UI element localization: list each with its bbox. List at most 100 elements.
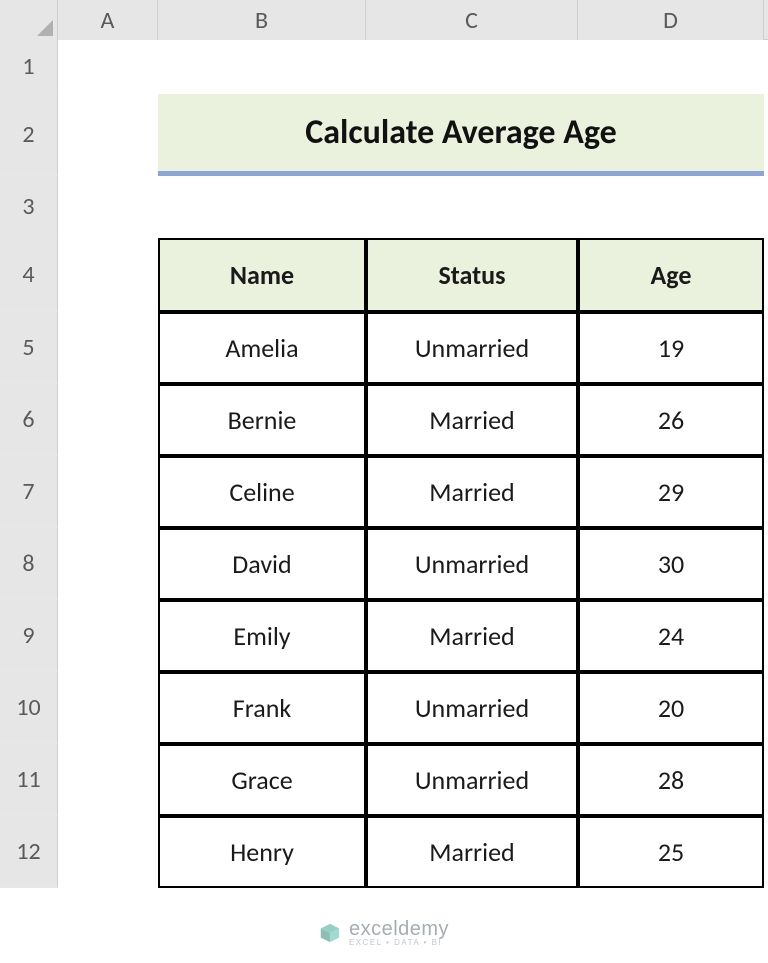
watermark-text: exceldemy EXCEL • DATA • BI bbox=[349, 919, 449, 947]
cell-A4[interactable] bbox=[58, 238, 158, 312]
table-header-age[interactable]: Age bbox=[578, 238, 764, 312]
cell-text: Married bbox=[429, 836, 514, 868]
table-cell-age[interactable]: 25 bbox=[578, 816, 764, 888]
cell-text: 19 bbox=[658, 332, 684, 364]
cell-text: Unmarried bbox=[415, 332, 529, 364]
row-5-cells: Amelia Unmarried 19 bbox=[58, 312, 768, 384]
cell-text: Unmarried bbox=[415, 764, 529, 796]
cell-A5[interactable] bbox=[58, 312, 158, 384]
row-head-11[interactable]: 11 bbox=[0, 744, 58, 816]
select-all-icon bbox=[37, 20, 53, 36]
cell-A9[interactable] bbox=[58, 600, 158, 672]
cell-A6[interactable] bbox=[58, 384, 158, 456]
table-cell-name[interactable]: Amelia bbox=[158, 312, 366, 384]
table-cell-age[interactable]: 20 bbox=[578, 672, 764, 744]
table-cell-status[interactable]: Unmarried bbox=[366, 528, 578, 600]
cell-A12[interactable] bbox=[58, 816, 158, 888]
row-head-3[interactable]: 3 bbox=[0, 176, 58, 238]
table-cell-name[interactable]: David bbox=[158, 528, 366, 600]
cell-text: Emily bbox=[233, 620, 290, 652]
row-head-8[interactable]: 8 bbox=[0, 528, 58, 600]
table-cell-status[interactable]: Married bbox=[366, 384, 578, 456]
table-cell-name[interactable]: Bernie bbox=[158, 384, 366, 456]
table-cell-status[interactable]: Married bbox=[366, 600, 578, 672]
table-cell-age[interactable]: 24 bbox=[578, 600, 764, 672]
cell-text: 24 bbox=[658, 620, 684, 652]
table-cell-name[interactable]: Celine bbox=[158, 456, 366, 528]
table-cell-status[interactable]: Married bbox=[366, 816, 578, 888]
row-4-cells: Name Status Age bbox=[58, 238, 768, 312]
row-headers: 123456789101112 bbox=[0, 40, 58, 888]
row-1-cells bbox=[58, 40, 768, 94]
table-cell-status[interactable]: Married bbox=[366, 456, 578, 528]
table-cell-name[interactable]: Grace bbox=[158, 744, 366, 816]
row-11-cells: Grace Unmarried 28 bbox=[58, 744, 768, 816]
spreadsheet: ABCD 123456789101112 Calculate Average A… bbox=[0, 0, 768, 963]
table-cell-age[interactable]: 29 bbox=[578, 456, 764, 528]
row-head-10[interactable]: 10 bbox=[0, 672, 58, 744]
table-cell-status[interactable]: Unmarried bbox=[366, 744, 578, 816]
title-text: Calculate Average Age bbox=[305, 112, 616, 153]
watermark-tagline: EXCEL • DATA • BI bbox=[349, 939, 449, 947]
watermark: exceldemy EXCEL • DATA • BI bbox=[319, 919, 449, 947]
cell-A7[interactable] bbox=[58, 456, 158, 528]
title-cell[interactable]: Calculate Average Age bbox=[158, 94, 764, 176]
cell-A2[interactable] bbox=[58, 94, 158, 176]
table-cell-status[interactable]: Unmarried bbox=[366, 672, 578, 744]
col-head-A[interactable]: A bbox=[58, 0, 158, 40]
cell-text: Married bbox=[429, 620, 514, 652]
cell-text: Celine bbox=[229, 476, 294, 508]
cell-A8[interactable] bbox=[58, 528, 158, 600]
cell-text: Unmarried bbox=[415, 548, 529, 580]
cell-text: Married bbox=[429, 404, 514, 436]
col-head-C[interactable]: C bbox=[366, 0, 578, 40]
cell-text: 26 bbox=[658, 404, 684, 436]
col-label: Name bbox=[230, 259, 294, 291]
row-head-2[interactable]: 2 bbox=[0, 94, 58, 176]
cell-text: 28 bbox=[658, 764, 684, 796]
table-cell-status[interactable]: Unmarried bbox=[366, 312, 578, 384]
row-head-7[interactable]: 7 bbox=[0, 456, 58, 528]
row-2-cells: Calculate Average Age bbox=[58, 94, 768, 176]
row-head-1[interactable]: 1 bbox=[0, 40, 58, 94]
table-cell-age[interactable]: 28 bbox=[578, 744, 764, 816]
select-all-corner[interactable] bbox=[0, 0, 58, 40]
cell-text: 20 bbox=[658, 692, 684, 724]
row-head-5[interactable]: 5 bbox=[0, 312, 58, 384]
col-label: Age bbox=[651, 259, 692, 291]
cell-text: Henry bbox=[230, 836, 294, 868]
cell-text: Grace bbox=[231, 764, 292, 796]
row-3-cells bbox=[58, 176, 768, 238]
cell-text: David bbox=[232, 548, 291, 580]
col-head-B[interactable]: B bbox=[158, 0, 366, 40]
row-head-12[interactable]: 12 bbox=[0, 816, 58, 888]
cells-area: Calculate Average Age Name Status Age Am… bbox=[58, 40, 768, 888]
table-cell-name[interactable]: Frank bbox=[158, 672, 366, 744]
row-7-cells: Celine Married 29 bbox=[58, 456, 768, 528]
row-9-cells: Emily Married 24 bbox=[58, 600, 768, 672]
table-cell-name[interactable]: Henry bbox=[158, 816, 366, 888]
column-headers: ABCD bbox=[0, 0, 768, 40]
cell-text: 30 bbox=[658, 548, 684, 580]
row-head-9[interactable]: 9 bbox=[0, 600, 58, 672]
table-cell-age[interactable]: 19 bbox=[578, 312, 764, 384]
table-cell-age[interactable]: 26 bbox=[578, 384, 764, 456]
row-12-cells: Henry Married 25 bbox=[58, 816, 768, 888]
cell-text: Unmarried bbox=[415, 692, 529, 724]
cube-icon bbox=[319, 922, 341, 944]
table-header-status[interactable]: Status bbox=[366, 238, 578, 312]
table-cell-age[interactable]: 30 bbox=[578, 528, 764, 600]
cell-text: Bernie bbox=[228, 404, 297, 436]
col-head-D[interactable]: D bbox=[578, 0, 764, 40]
row-10-cells: Frank Unmarried 20 bbox=[58, 672, 768, 744]
col-label: Status bbox=[439, 259, 506, 291]
row-head-4[interactable]: 4 bbox=[0, 238, 58, 312]
cell-A10[interactable] bbox=[58, 672, 158, 744]
row-head-6[interactable]: 6 bbox=[0, 384, 58, 456]
watermark-brand: exceldemy bbox=[349, 919, 449, 939]
row-8-cells: David Unmarried 30 bbox=[58, 528, 768, 600]
cell-A11[interactable] bbox=[58, 744, 158, 816]
table-cell-name[interactable]: Emily bbox=[158, 600, 366, 672]
cell-text: 29 bbox=[658, 476, 684, 508]
table-header-name[interactable]: Name bbox=[158, 238, 366, 312]
